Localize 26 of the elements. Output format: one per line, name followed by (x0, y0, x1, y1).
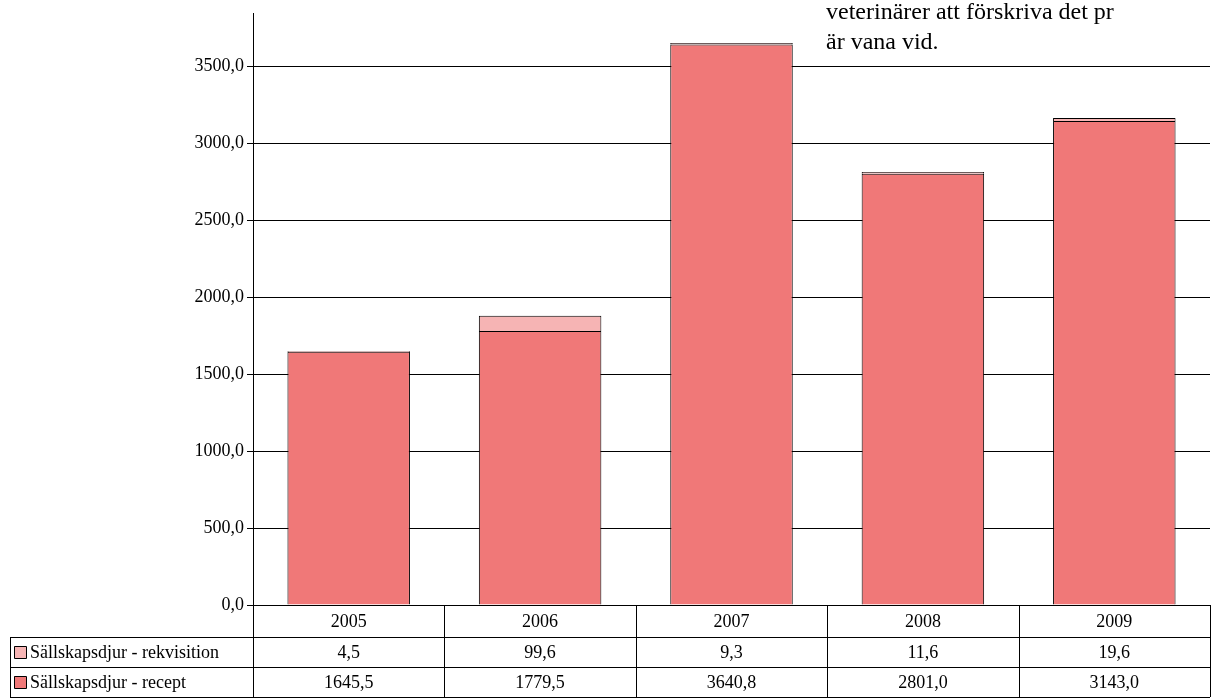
legend-label: Sällskapsdjur - rekvisition (30, 641, 219, 662)
legend-label: Sällskapsdjur - recept (30, 671, 186, 692)
y-tick-label: 1500,0 (194, 362, 244, 383)
x-tick-label: 2008 (904, 610, 941, 631)
x-tick-label: 2007 (713, 610, 750, 631)
y-tick-label: 0,0 (221, 593, 244, 614)
data-label: 11,6 (907, 641, 939, 662)
x-tick-label: 2005 (330, 610, 367, 631)
data-label: 9,3 (720, 641, 743, 662)
data-label: 19,6 (1098, 641, 1131, 662)
annotation: veterinärer att förskriva det pr är vana vid. (826, 0, 1114, 56)
y-tick-label: 2000,0 (194, 285, 244, 306)
y-tick-label: 500,0 (203, 516, 244, 537)
y-tick-label: 2500,0 (194, 208, 244, 229)
data-label: 3143,0 (1089, 671, 1140, 692)
data-label: 99,6 (524, 641, 556, 662)
data-label: 4,5 (337, 641, 360, 662)
y-tick-label: 1000,0 (194, 439, 244, 460)
x-tick-label: 2009 (1096, 610, 1133, 631)
data-label: 2801,0 (898, 671, 948, 692)
x-tick-label: 2006 (522, 610, 559, 631)
y-tick-label: 3000,0 (194, 131, 244, 152)
data-label: 1645,5 (323, 671, 374, 692)
y-tick-label: 3500,0 (194, 54, 244, 75)
data-label: 3640,8 (706, 671, 757, 692)
data-label: 1779,5 (515, 671, 565, 692)
